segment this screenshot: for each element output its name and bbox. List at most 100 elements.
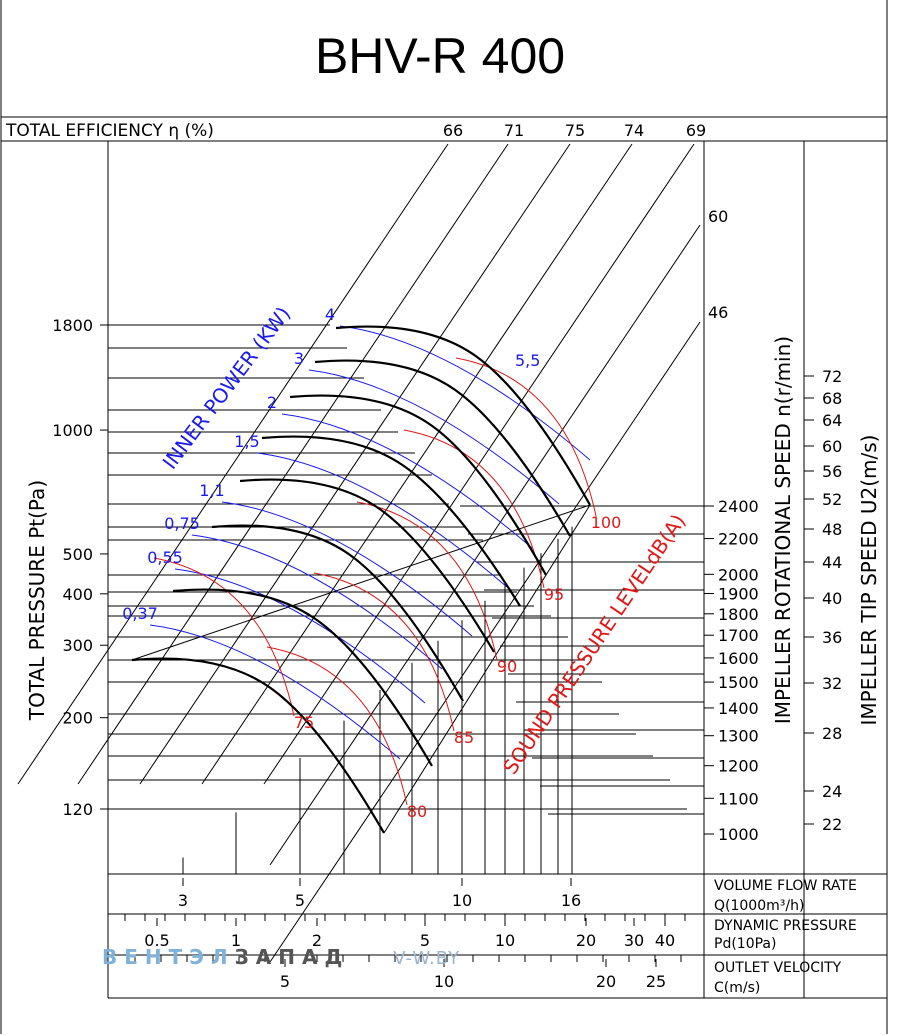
chart-title: BHV-R 400 [315, 28, 565, 84]
bottom-axis-2-tick-40: 40 [655, 931, 675, 950]
pressure-tick-200: 200 [62, 709, 93, 728]
pressure-tick-120: 120 [62, 800, 93, 819]
bottom-axis-2-tick-1: 1 [231, 931, 241, 950]
bottom-axis-3-tick-20: 20 [596, 972, 616, 991]
tip-tick-72: 72 [822, 367, 842, 386]
efficiency-side-label-60: 60 [708, 207, 728, 226]
watermark-part-2: ЗАПАД [234, 945, 350, 969]
bottom-axis-3-label-line2: C(m/s) [714, 980, 760, 996]
sound-level-curves [153, 357, 597, 806]
tip-tick-24: 24 [822, 782, 842, 801]
rpm-tick-1300: 1300 [718, 727, 759, 746]
inner-power-value-3: 3 [294, 349, 304, 368]
inner-power-label: INNER POWER (KW) [158, 302, 296, 474]
bottom-axis-3-tick-10: 10 [434, 972, 454, 991]
rpm-tick-2200: 2200 [718, 530, 759, 549]
bottom-axis-2-tick-0.5: 0.5 [144, 931, 169, 950]
pressure-tick-400: 400 [62, 585, 93, 604]
efficiency-value-66: 66 [443, 121, 463, 140]
efficiency-header-label: TOTAL EFFICIENCY η (%) [5, 121, 214, 141]
bottom-axis-1-label-line1: VOLUME FLOW RATE [714, 878, 857, 894]
pressure-tick-1800: 1800 [52, 316, 93, 335]
rpm-tick-1400: 1400 [718, 699, 759, 718]
tip-tick-60: 60 [822, 437, 842, 456]
rpm-tick-1700: 1700 [718, 626, 759, 645]
inner-power-value-0-75: 0,75 [164, 514, 200, 533]
tip-tick-68: 68 [822, 389, 842, 408]
sound-curve [356, 501, 498, 661]
tip-tick-52: 52 [822, 490, 842, 509]
efficiency-value-69: 69 [686, 121, 706, 140]
inner-power-curve [308, 369, 560, 505]
efficiency-side-label-46: 46 [708, 303, 728, 322]
rpm-tick-2400: 2400 [718, 497, 759, 516]
sound-value-90: 90 [497, 657, 517, 676]
sound-value-100: 100 [591, 513, 622, 532]
tip-tick-36: 36 [822, 628, 842, 647]
inner-power-curve [191, 534, 443, 670]
rpm-tick-1600: 1600 [718, 649, 759, 668]
tip-tick-28: 28 [822, 724, 842, 743]
fan-curve-2200 [314, 359, 571, 537]
efficiency-value-71: 71 [504, 121, 524, 140]
sound-value-80: 80 [407, 802, 427, 821]
efficiency-value-75: 75 [565, 121, 585, 140]
efficiency-line [269, 224, 701, 866]
inner-power-curve [221, 501, 473, 637]
sound-curve [266, 646, 408, 806]
fan-curve-1200 [172, 588, 433, 767]
inner-power-value-2: 2 [267, 393, 277, 412]
inner-power-curves [149, 325, 591, 760]
efficiency-line [269, 321, 701, 963]
tip-tick-22: 22 [822, 815, 842, 834]
tip-axis-label: IMPELLER TIP SPEED U2(m/s) [857, 435, 881, 726]
pressure-tick-500: 500 [62, 545, 93, 564]
fan-curve-2000 [289, 394, 547, 576]
bottom-axis-1-tick-16: 16 [561, 891, 581, 910]
efficiency-line [77, 143, 509, 785]
rpm-tick-1000: 1000 [718, 825, 759, 844]
tip-tick-56: 56 [822, 462, 842, 481]
fan-curve-1800 [261, 435, 521, 607]
pressure-axis-label: TOTAL PRESSURE Pt(Pa) [25, 480, 49, 721]
tip-tick-44: 44 [822, 553, 842, 572]
inner-power-value-0-55: 0,55 [147, 548, 183, 567]
bottom-axis-1-label-line2: Q(1000m³/h) [714, 898, 804, 914]
tip-tick-32: 32 [822, 674, 842, 693]
tip-tick-48: 48 [822, 520, 842, 539]
sound-curve [455, 357, 597, 517]
bottom-axis-3-tick-25: 25 [646, 972, 666, 991]
sound-level-label: SOUND PRESSURE LEVELdB(A) [498, 510, 690, 779]
grid-lines [100, 324, 814, 967]
sound-value-75: 75 [294, 713, 314, 732]
inner-power-curve [149, 624, 401, 760]
sound-curve [403, 429, 545, 589]
rpm-axis-label: IMPELLER ROTATIONAL SPEED n(r/min) [771, 336, 795, 724]
sound-curve [153, 557, 295, 717]
rpm-tick-1800: 1800 [718, 605, 759, 624]
inner-power-curve [281, 413, 533, 549]
inner-power-value-1-5: 1,5 [234, 432, 259, 451]
rpm-tick-1500: 1500 [718, 673, 759, 692]
rpm-tick-1100: 1100 [718, 789, 759, 808]
bottom-axis-1-tick-10: 10 [452, 891, 472, 910]
efficiency-line [17, 143, 449, 785]
bottom-axis-2-tick-5: 5 [420, 931, 430, 950]
efficiency-value-74: 74 [624, 121, 644, 140]
bottom-axis-3-label-line1: OUTLET VELOCITY [714, 960, 842, 976]
fan-curve-1600 [239, 478, 495, 653]
watermark-part-1: ВЕНТЭЛ [102, 945, 235, 969]
inner-power-curve [256, 452, 508, 588]
envelope-right [383, 504, 591, 834]
efficiency-line [139, 143, 571, 785]
rpm-tick-1200: 1200 [718, 757, 759, 776]
sound-curve [313, 572, 455, 732]
inner-power-value-1-1: 1,1 [199, 481, 224, 500]
bottom-axis-2-label-line1: DYNAMIC PRESSURE [714, 918, 857, 934]
fan-characteristic-curves [131, 325, 591, 834]
watermark: ВЕНТЭЛЗАПАД V-W.BY [102, 945, 460, 969]
watermark-part-3: V-W.BY [393, 948, 461, 969]
rpm-tick-2000: 2000 [718, 565, 759, 584]
